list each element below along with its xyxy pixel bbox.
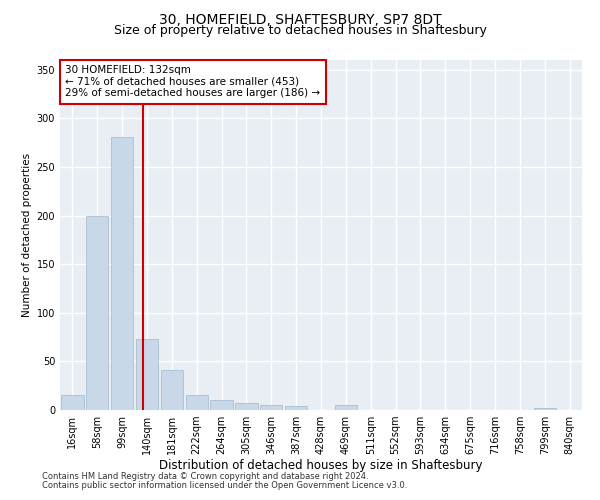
- Bar: [161, 370, 183, 410]
- Bar: [111, 137, 133, 410]
- Text: Contains public sector information licensed under the Open Government Licence v3: Contains public sector information licen…: [42, 481, 407, 490]
- Text: Size of property relative to detached houses in Shaftesbury: Size of property relative to detached ho…: [113, 24, 487, 37]
- Bar: [533, 408, 556, 410]
- Bar: [61, 396, 83, 410]
- Text: 30, HOMEFIELD, SHAFTESBURY, SP7 8DT: 30, HOMEFIELD, SHAFTESBURY, SP7 8DT: [158, 12, 442, 26]
- Bar: [136, 339, 158, 410]
- Bar: [235, 403, 257, 410]
- Bar: [260, 405, 283, 410]
- Bar: [185, 396, 208, 410]
- Bar: [86, 216, 109, 410]
- Bar: [211, 400, 233, 410]
- Y-axis label: Number of detached properties: Number of detached properties: [22, 153, 32, 317]
- Text: 30 HOMEFIELD: 132sqm
← 71% of detached houses are smaller (453)
29% of semi-deta: 30 HOMEFIELD: 132sqm ← 71% of detached h…: [65, 66, 320, 98]
- X-axis label: Distribution of detached houses by size in Shaftesbury: Distribution of detached houses by size …: [159, 458, 483, 471]
- Text: Contains HM Land Registry data © Crown copyright and database right 2024.: Contains HM Land Registry data © Crown c…: [42, 472, 368, 481]
- Bar: [285, 406, 307, 410]
- Bar: [335, 405, 357, 410]
